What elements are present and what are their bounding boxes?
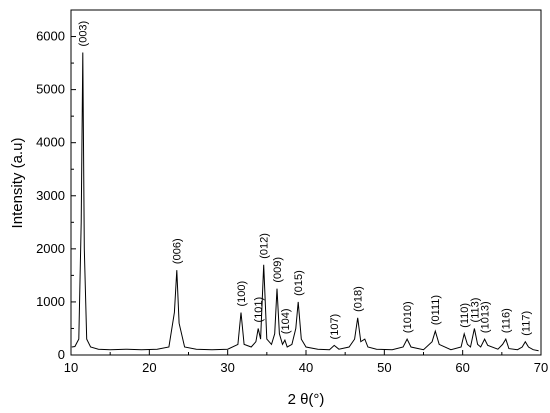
peak-label: (1010) bbox=[402, 301, 414, 333]
x-tick-label: 10 bbox=[64, 360, 78, 375]
peak-label: (101) bbox=[253, 297, 265, 323]
x-tick-label: 20 bbox=[142, 360, 156, 375]
x-tick-label: 70 bbox=[534, 360, 548, 375]
peak-label: (006) bbox=[172, 238, 184, 264]
y-tick-label: 5000 bbox=[36, 82, 65, 97]
peak-label: (113) bbox=[469, 298, 481, 323]
peak-label: (107) bbox=[329, 314, 341, 340]
peak-label: (009) bbox=[272, 257, 284, 283]
x-axis: 10 20 30 40 50 60 70 bbox=[64, 350, 548, 375]
y-tick-label: 6000 bbox=[36, 29, 65, 44]
y-tick-label: 0 bbox=[58, 347, 65, 362]
peak-label: (018) bbox=[353, 286, 365, 312]
peak-label: (1013) bbox=[480, 301, 492, 333]
x-tick-label: 60 bbox=[455, 360, 469, 375]
peak-label: (117) bbox=[520, 311, 532, 336]
y-axis-title: Intensity (a.u) bbox=[9, 138, 26, 229]
y-tick-label: 2000 bbox=[36, 241, 65, 256]
peak-label: (110) bbox=[459, 303, 471, 328]
peak-label: (015) bbox=[293, 270, 305, 296]
peak-label: (100) bbox=[236, 281, 248, 307]
x-axis-title: 2 θ(°) bbox=[288, 391, 325, 408]
y-tick-label: 3000 bbox=[36, 188, 65, 203]
x-tick-label: 50 bbox=[377, 360, 391, 375]
peak-label: (012) bbox=[259, 233, 271, 259]
y-tick-label: 1000 bbox=[36, 294, 65, 309]
series-line bbox=[71, 52, 539, 352]
peak-label: (003) bbox=[78, 21, 90, 47]
peak-labels: (003) (006) (100) (101) (012)(009) (104)(015)… bbox=[78, 21, 533, 340]
y-axis: 0 1000 2000 3000 4000 5000 6000 bbox=[36, 29, 76, 362]
peak-label: (0111) bbox=[430, 295, 442, 325]
x-tick-label: 30 bbox=[220, 360, 234, 375]
y-tick-label: 4000 bbox=[36, 135, 65, 150]
x-tick-label: 40 bbox=[299, 360, 313, 375]
peak-label: (104) bbox=[280, 308, 292, 334]
peak-label: (116) bbox=[501, 308, 513, 333]
